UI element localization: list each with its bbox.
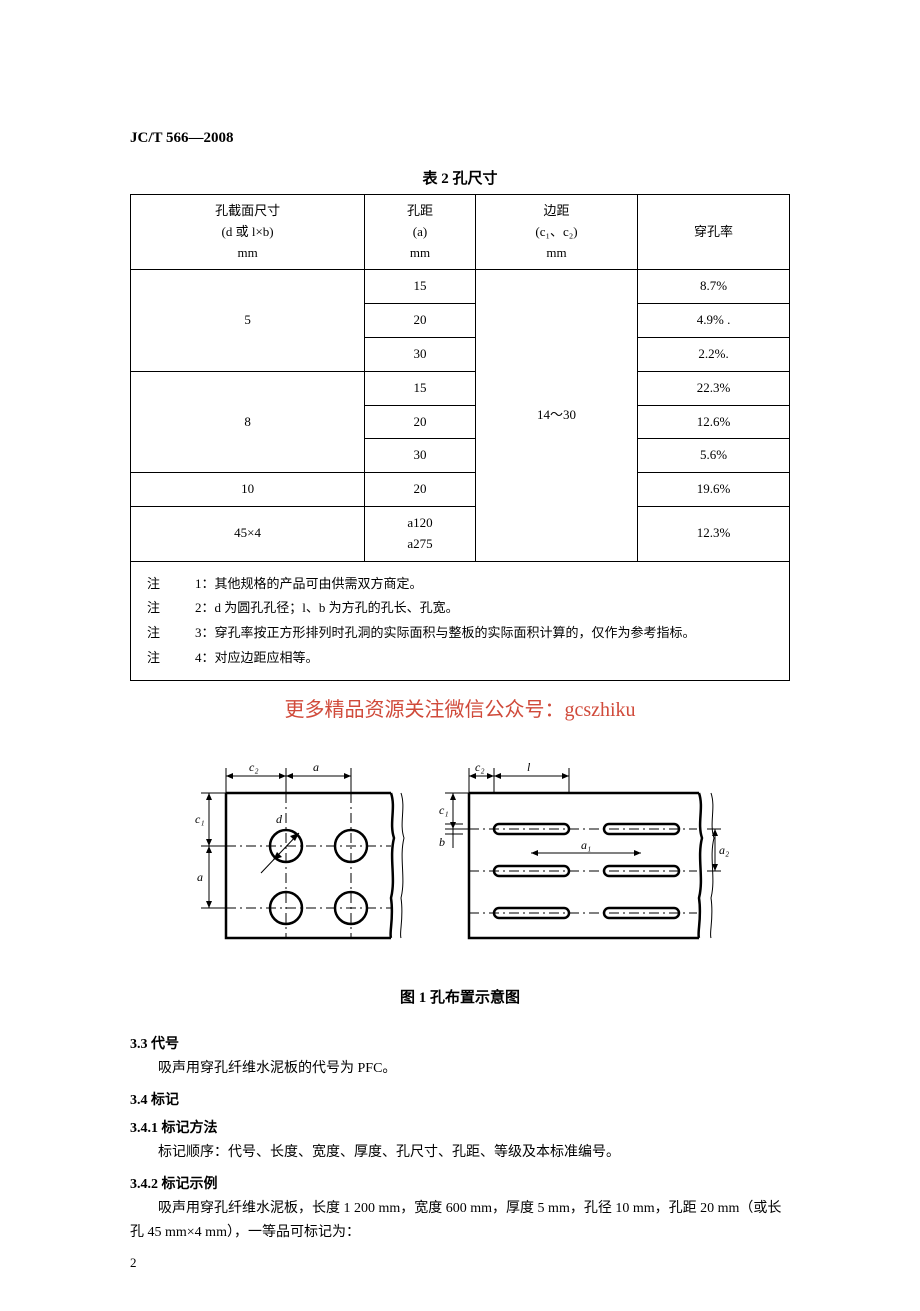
table-row: 5 15 14～30 8.7% (131, 270, 790, 304)
svg-text:c₂: c₂ (475, 760, 485, 774)
svg-text:a: a (197, 870, 203, 884)
page-number: 2 (130, 1255, 790, 1271)
document-id: JC/T 566—2008 (130, 130, 790, 147)
table-row: 8 15 22.3% (131, 371, 790, 405)
section-3-3-body: 吸声用穿孔纤维水泥板的代号为 PFC。 (130, 1057, 790, 1081)
svg-text:a₂: a₂ (719, 843, 729, 857)
figure-caption: 图 1 孔布置示意图 (130, 986, 790, 1007)
section-3-3-heading: 3.3 代号 (130, 1033, 790, 1053)
col-header-edge: 边距 (c₁、c₂) mm (475, 195, 637, 270)
figure-left-icon: c₂ a c₁ a d (191, 738, 421, 958)
svg-text:l: l (527, 760, 531, 774)
svg-text:c₂: c₂ (249, 760, 259, 774)
hole-size-table: 孔截面尺寸 (d 或 l×b) mm 孔距 (a) mm 边距 (c₁、c₂) … (130, 194, 790, 562)
svg-text:b: b (439, 835, 445, 849)
svg-text:c₁: c₁ (439, 803, 449, 817)
table-row: 10 20 19.6% (131, 473, 790, 507)
figure-area: c₂ a c₁ a d (130, 738, 790, 958)
figure-right-icon: c₂ l c₁ b a₁ a₂ (439, 738, 729, 958)
col-header-dist: 孔距 (a) mm (365, 195, 476, 270)
svg-text:d: d (276, 812, 283, 826)
table-row: 45×4 a120 a275 12.3% (131, 506, 790, 561)
section-3-4-2-body: 吸声用穿孔纤维水泥板，长度 1 200 mm，宽度 600 mm，厚度 5 mm… (130, 1197, 790, 1245)
table-notes: 注1：其他规格的产品可由供需双方商定。 注2：d 为圆孔孔径；l、b 为方孔的孔… (130, 562, 790, 682)
col-header-rate: 穿孔率 (638, 195, 790, 270)
svg-text:a₁: a₁ (581, 838, 591, 852)
section-3-4-heading: 3.4 标记 (130, 1089, 790, 1109)
section-3-4-2-heading: 3.4.2 标记示例 (130, 1173, 790, 1193)
col-header-size: 孔截面尺寸 (d 或 l×b) mm (131, 195, 365, 270)
section-3-4-1-heading: 3.4.1 标记方法 (130, 1117, 790, 1137)
watermark-text: 更多精品资源关注微信公众号：gcszhiku (130, 693, 790, 722)
section-3-4-1-body: 标记顺序：代号、长度、宽度、厚度、孔尺寸、孔距、等级及本标准编号。 (130, 1141, 790, 1165)
svg-text:c₁: c₁ (195, 812, 205, 826)
table-title: 表 2 孔尺寸 (130, 167, 790, 188)
svg-text:a: a (313, 760, 319, 774)
